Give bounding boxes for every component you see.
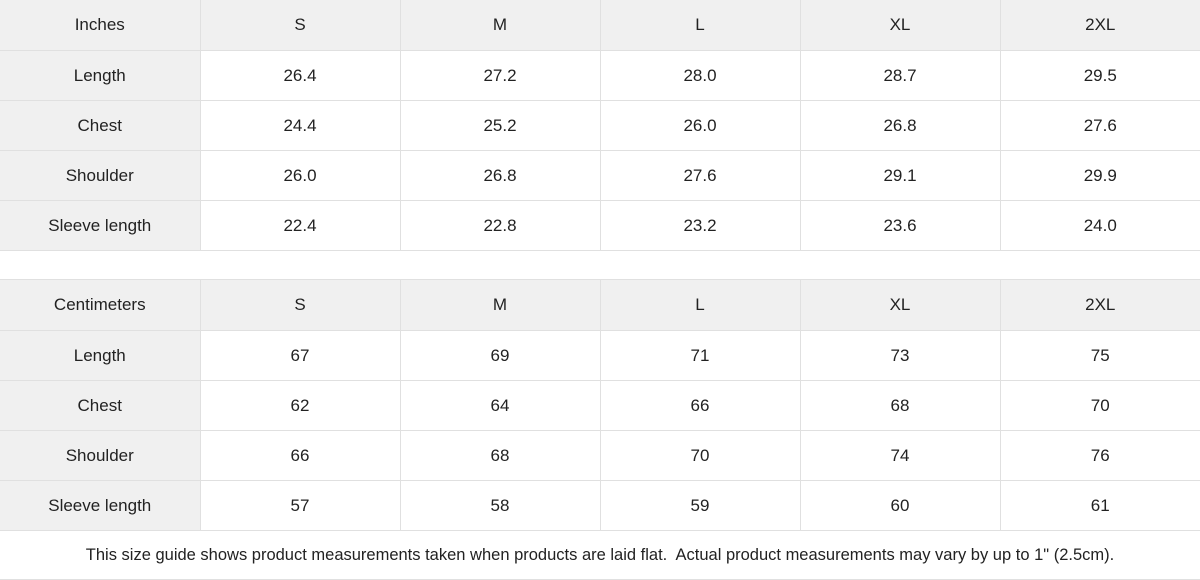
inches-header-row: Inches S M L XL 2XL (0, 0, 1200, 51)
centimeters-measurement-row: Sleeve length 57 58 59 60 61 (0, 479, 1200, 531)
table-spacer (0, 250, 1200, 280)
value-cell: 28.0 (599, 49, 801, 101)
size-header-cell: L (599, 279, 801, 331)
value-cell: 22.8 (399, 199, 601, 251)
value-cell: 60 (799, 479, 1001, 531)
size-header-cell: 2XL (999, 279, 1200, 331)
value-cell: 64 (399, 379, 601, 431)
value-cell: 73 (799, 329, 1001, 381)
size-header-cell: XL (799, 0, 1001, 51)
value-cell: 70 (999, 379, 1200, 431)
inches-measurement-row: Length 26.4 27.2 28.0 28.7 29.5 (0, 49, 1200, 101)
value-cell: 76 (999, 429, 1200, 481)
centimeters-unit-header-cell: Centimeters (0, 279, 201, 331)
size-header-cell: L (599, 0, 801, 51)
value-cell: 24.4 (199, 99, 401, 151)
value-cell: 23.2 (599, 199, 801, 251)
value-cell: 61 (999, 479, 1200, 531)
centimeters-measurement-row: Shoulder 66 68 70 74 76 (0, 429, 1200, 481)
inches-measurement-row: Sleeve length 22.4 22.8 23.2 23.6 24.0 (0, 199, 1200, 251)
value-cell: 29.9 (999, 149, 1200, 201)
row-label-cell: Chest (0, 99, 201, 151)
value-cell: 27.6 (999, 99, 1200, 151)
size-header-cell: M (399, 279, 601, 331)
value-cell: 68 (399, 429, 601, 481)
value-cell: 24.0 (999, 199, 1200, 251)
value-cell: 25.2 (399, 99, 601, 151)
value-cell: 58 (399, 479, 601, 531)
value-cell: 28.7 (799, 49, 1001, 101)
centimeters-header-row: Centimeters S M L XL 2XL (0, 279, 1200, 331)
value-cell: 74 (799, 429, 1001, 481)
value-cell: 22.4 (199, 199, 401, 251)
value-cell: 62 (199, 379, 401, 431)
value-cell: 29.5 (999, 49, 1200, 101)
size-header-cell: XL (799, 279, 1001, 331)
value-cell: 66 (199, 429, 401, 481)
row-label-cell: Sleeve length (0, 479, 201, 531)
size-header-cell: S (199, 279, 401, 331)
value-cell: 69 (399, 329, 601, 381)
inches-unit-header-cell: Inches (0, 0, 201, 51)
footer-note: This size guide shows product measuremen… (0, 530, 1200, 580)
value-cell: 67 (199, 329, 401, 381)
value-cell: 27.2 (399, 49, 601, 101)
value-cell: 68 (799, 379, 1001, 431)
value-cell: 26.0 (199, 149, 401, 201)
size-table-centimeters: Centimeters S M L XL 2XL Length 67 69 71 73 75 Chest… (0, 279, 1200, 531)
size-header-cell: M (399, 0, 601, 51)
value-cell: 26.8 (399, 149, 601, 201)
row-label-cell: Shoulder (0, 149, 201, 201)
inches-measurement-row: Chest 24.4 25.2 26.0 26.8 27.6 (0, 99, 1200, 151)
inches-measurement-row: Shoulder 26.0 26.8 27.6 29.1 29.9 (0, 149, 1200, 201)
size-header-cell: S (199, 0, 401, 51)
value-cell: 26.8 (799, 99, 1001, 151)
row-label-cell: Sleeve length (0, 199, 201, 251)
centimeters-measurement-row: Chest 62 64 66 68 70 (0, 379, 1200, 431)
row-label-cell: Length (0, 49, 201, 101)
value-cell: 23.6 (799, 199, 1001, 251)
row-label-cell: Shoulder (0, 429, 201, 481)
value-cell: 29.1 (799, 149, 1001, 201)
centimeters-measurement-row: Length 67 69 71 73 75 (0, 329, 1200, 381)
value-cell: 70 (599, 429, 801, 481)
row-label-cell: Chest (0, 379, 201, 431)
size-header-cell: 2XL (999, 0, 1200, 51)
value-cell: 75 (999, 329, 1200, 381)
value-cell: 27.6 (599, 149, 801, 201)
row-label-cell: Length (0, 329, 201, 381)
value-cell: 59 (599, 479, 801, 531)
value-cell: 71 (599, 329, 801, 381)
size-table-inches: Inches S M L XL 2XL Length 26.4 27.2 28.0 28.7 29.5… (0, 0, 1200, 251)
value-cell: 26.4 (199, 49, 401, 101)
value-cell: 57 (199, 479, 401, 531)
value-cell: 66 (599, 379, 801, 431)
value-cell: 26.0 (599, 99, 801, 151)
